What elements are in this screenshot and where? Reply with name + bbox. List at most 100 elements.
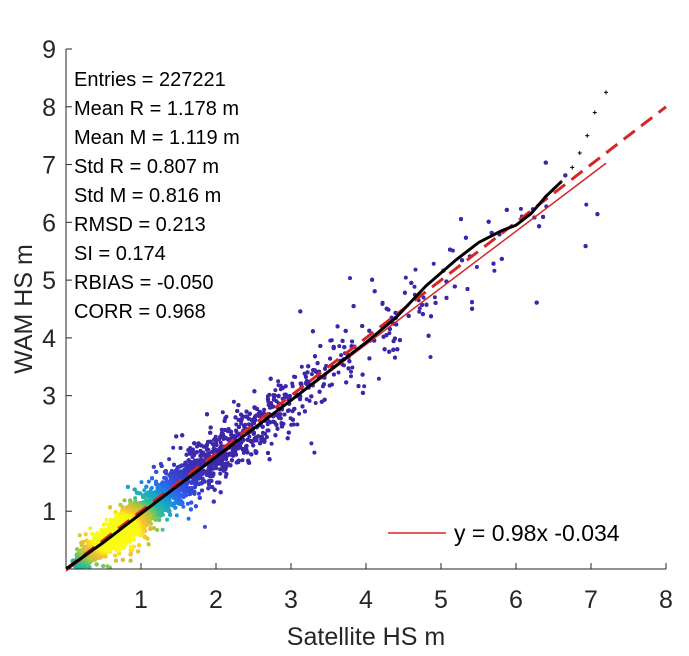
density-point [403,275,408,280]
density-point [251,443,256,448]
density-point [233,415,238,420]
density-point [311,368,316,373]
density-point [262,407,267,412]
density-point [244,409,249,414]
density-point [518,206,523,211]
density-point [244,414,249,419]
density-point [151,526,156,531]
density-point [235,409,240,413]
density-point [331,346,336,351]
density-point [317,389,322,394]
density-point [134,490,139,495]
density-point [402,290,407,295]
density-point [346,366,351,371]
density-point [420,302,425,307]
density-point [299,364,304,369]
density-point [307,398,312,403]
density-point [241,450,246,455]
density-point [491,261,496,266]
density-point [356,384,361,389]
density-point [444,295,449,300]
density-point [267,457,272,462]
density-point [300,404,305,409]
density-point [150,476,154,481]
density-point [288,416,293,421]
density-point [391,347,396,352]
density-point [174,434,179,439]
density-point [309,441,314,446]
density-point [460,258,465,263]
density-point [347,359,352,364]
density-point [220,410,225,415]
density-point [187,492,192,497]
density-point [319,399,324,404]
density-point [245,450,250,455]
density-point [395,347,400,352]
density-point [367,328,372,333]
density-point [295,422,300,427]
density-point [420,312,425,317]
density-point [327,383,332,388]
density-point [563,173,568,178]
density-point [206,479,211,484]
density-point [273,388,278,393]
density-point [187,451,192,456]
density-point [412,284,417,289]
density-point [221,437,226,441]
density-point [246,422,251,427]
density-point [132,487,137,492]
density-point [146,479,151,484]
density-point [164,471,169,476]
density-point [274,422,279,427]
density-point [336,370,341,375]
density-point [239,421,243,426]
density-point [486,219,491,224]
density-point [417,306,422,311]
density-point [387,349,392,354]
density-point [282,412,287,417]
density-point [277,416,281,420]
density-point [406,313,411,318]
density-point [306,364,311,369]
density-point [251,431,256,436]
density-point [465,287,470,291]
density-point [141,494,145,499]
density-point [470,300,474,305]
density-point [246,460,251,465]
density-point [146,542,151,547]
density-point [105,564,110,569]
density-point [424,302,429,307]
density-point [231,399,236,404]
density-point [271,397,276,402]
density-point [198,453,203,458]
density-point [429,314,433,319]
density-point [275,426,280,431]
density-point [77,533,82,538]
density-point [230,449,235,453]
density-point [448,247,452,252]
density-point [190,454,195,459]
density-point [167,457,172,462]
density-point [257,414,262,418]
density-point [320,384,325,389]
density-point [246,416,251,421]
density-point [258,441,263,446]
density-point [213,463,218,467]
density-point [266,399,271,404]
density-point [328,356,333,361]
plot-area [65,49,667,572]
density-point [417,309,422,314]
density-point [360,372,365,377]
density-point [537,224,542,229]
density-point [304,397,309,402]
density-point [94,562,99,567]
density-point [286,430,291,435]
density-point [463,235,468,240]
density-point [204,447,209,452]
density-point [297,411,302,416]
density-point [120,557,125,562]
density-point [249,452,254,457]
density-point [413,267,418,272]
density-point [298,309,303,314]
density-point [335,324,340,329]
